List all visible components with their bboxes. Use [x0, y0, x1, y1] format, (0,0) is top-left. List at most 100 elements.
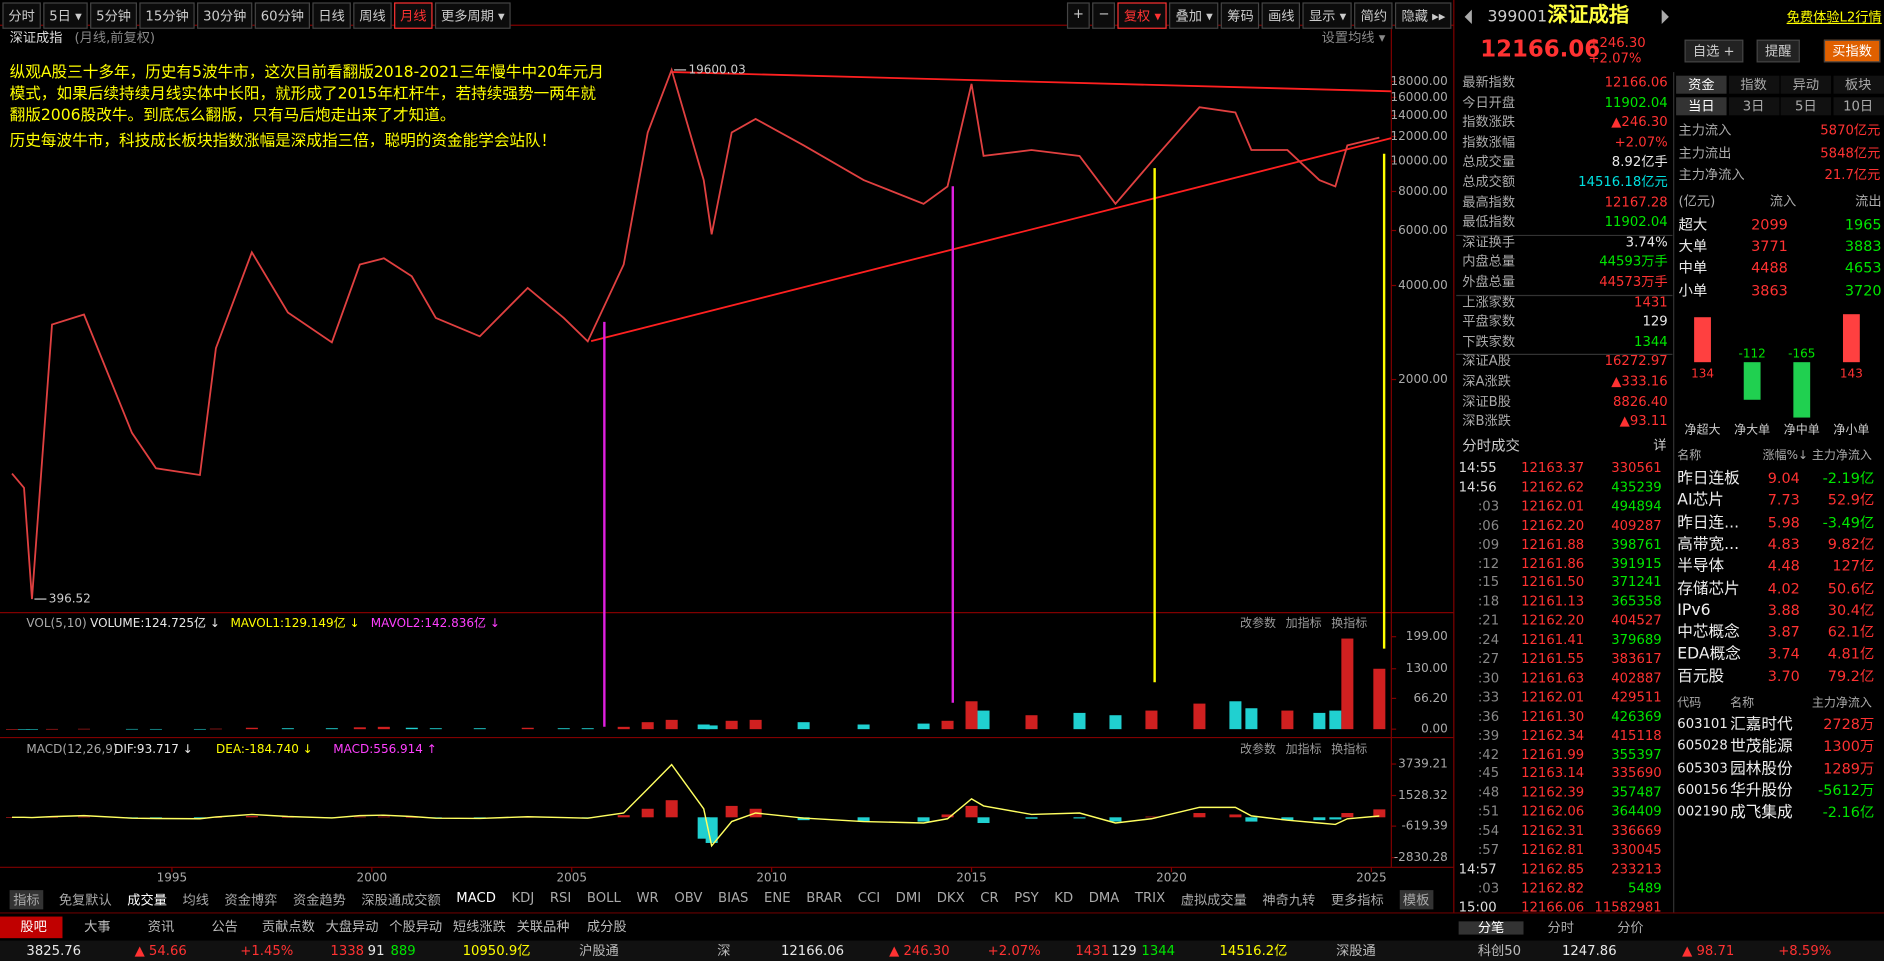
- l2-promo[interactable]: 免费体验L2行情: [1786, 9, 1882, 26]
- trade-volume: 336669: [1611, 822, 1662, 839]
- tool-button[interactable]: 叠加 ▾: [1169, 2, 1219, 29]
- trade-volume: 426369: [1611, 708, 1662, 724]
- indicator-tab[interactable]: ENE: [764, 890, 791, 906]
- period-button[interactable]: 30分钟: [197, 2, 253, 29]
- trade-volume: 494894: [1611, 498, 1662, 514]
- tool-button[interactable]: 隐藏 ▸▸: [1395, 2, 1452, 29]
- indicator-tab[interactable]: BIAS: [718, 890, 749, 906]
- side-tab[interactable]: 分价: [1617, 920, 1644, 936]
- period-button[interactable]: 60分钟: [254, 2, 311, 29]
- period-tab[interactable]: 5日: [1780, 97, 1832, 116]
- indicator-tab[interactable]: 更多指标: [1330, 892, 1384, 909]
- fund-tab[interactable]: 指数: [1728, 75, 1779, 94]
- fund-summary: 主力净流入 21.7亿元: [1678, 168, 1880, 181]
- ma-settings[interactable]: 设置均线 ▾: [1321, 30, 1386, 46]
- indicator-tab[interactable]: BOLL: [586, 890, 621, 906]
- side-tab[interactable]: 分时: [1547, 920, 1574, 936]
- volume-bar: [941, 720, 954, 730]
- macd-bar: [1109, 817, 1122, 822]
- tool-button[interactable]: 筹码: [1221, 2, 1260, 29]
- tool-button[interactable]: 画线: [1262, 2, 1301, 29]
- indicator-tab[interactable]: 指标: [9, 890, 44, 910]
- bottom-tab[interactable]: 短线涨跌: [452, 918, 506, 935]
- quote-button[interactable]: 自选 +: [1684, 39, 1744, 63]
- fund-tab[interactable]: 板块: [1832, 75, 1884, 94]
- indicator-tab[interactable]: KD: [1054, 890, 1074, 906]
- indicator-tab[interactable]: 成交量: [127, 892, 167, 909]
- period-button[interactable]: 更多周期 ▾: [434, 2, 511, 29]
- period-button[interactable]: 日线: [312, 2, 351, 29]
- indicator-tab[interactable]: BRAR: [806, 890, 843, 906]
- prev-arrow[interactable]: [1464, 9, 1472, 25]
- period-button[interactable]: 15分钟: [139, 2, 195, 29]
- sector-flow: -2.19亿: [1822, 469, 1875, 487]
- indicator-tab[interactable]: RSI: [549, 890, 572, 906]
- indicator-tab[interactable]: CCI: [857, 890, 881, 906]
- period-tab[interactable]: 10日: [1832, 97, 1884, 116]
- quote-button[interactable]: 提醒: [1756, 39, 1800, 63]
- trades-detail[interactable]: 详: [1653, 437, 1667, 453]
- indicator-tab[interactable]: PSY: [1014, 890, 1039, 906]
- macd-bar: [377, 816, 390, 818]
- indicator-tab[interactable]: KDJ: [511, 890, 535, 906]
- bottom-tab[interactable]: 贡献点数: [261, 918, 315, 935]
- indicator-tab[interactable]: DMA: [1088, 890, 1120, 906]
- period-button[interactable]: 月线: [394, 2, 433, 29]
- indicator-tab[interactable]: 深股通成交额: [361, 892, 441, 909]
- indicator-tab[interactable]: 均线: [182, 892, 209, 909]
- bottom-tab[interactable]: 大事: [84, 918, 111, 935]
- fund-tab[interactable]: 资金: [1676, 75, 1727, 94]
- stat-row: 最低指数 11902.04: [1462, 215, 1667, 228]
- indicator-tab[interactable]: MACD: [456, 890, 496, 906]
- bottom-tab[interactable]: 成分股: [586, 918, 627, 935]
- bottom-tab[interactable]: 大盘异动: [325, 918, 379, 935]
- bottom-tab[interactable]: 资讯: [147, 918, 175, 935]
- trade-time: :24: [1477, 631, 1500, 648]
- stat-row: 下跌家数 1344: [1462, 335, 1667, 348]
- sector-header: 涨幅%↓: [1762, 449, 1809, 463]
- bottom-tab[interactable]: 股吧: [20, 918, 47, 935]
- tool-button[interactable]: 显示 ▾: [1302, 2, 1353, 29]
- period-tab[interactable]: 当日: [1676, 97, 1727, 116]
- indicator-tab[interactable]: WR: [636, 890, 659, 906]
- indicator-tab[interactable]: 免复默认: [58, 892, 112, 909]
- bottom-tab[interactable]: 关联品种: [516, 918, 570, 935]
- indicator-tab[interactable]: 模板: [1399, 890, 1433, 910]
- indicator-tab[interactable]: 虚拟成交量: [1180, 892, 1247, 909]
- period-button[interactable]: 周线: [353, 2, 392, 29]
- side-tab[interactable]: 分笔: [1458, 921, 1524, 935]
- period-button[interactable]: 5日 ▾: [43, 2, 88, 29]
- indicator-tab[interactable]: 资金趋势: [292, 892, 346, 909]
- period-button[interactable]: 5分钟: [90, 2, 138, 29]
- macd-bar: [1281, 817, 1294, 821]
- status-item: 1338: [330, 942, 365, 959]
- tool-button[interactable]: −: [1092, 2, 1116, 29]
- volume-bar: [797, 722, 810, 730]
- indicator-tab[interactable]: 资金博弈: [224, 892, 278, 909]
- indicator-tab[interactable]: CR: [980, 890, 999, 906]
- trend-line: [590, 137, 1392, 343]
- y-tick-label: -619.39: [1401, 819, 1447, 833]
- tool-button[interactable]: +: [1066, 2, 1090, 29]
- volume-bar: [1329, 710, 1342, 730]
- indicator-tab[interactable]: DKX: [936, 890, 965, 906]
- tool-button[interactable]: 复权 ▾: [1117, 2, 1168, 29]
- quote-button[interactable]: 买指数: [1823, 39, 1881, 63]
- x-tick-label: 1995: [157, 871, 188, 885]
- stock-flow: -5612万: [1818, 781, 1875, 799]
- indicator-tab[interactable]: TRIX: [1134, 890, 1166, 906]
- sector-name: IPv6: [1677, 601, 1711, 620]
- indicator-tab[interactable]: 神奇九转: [1262, 892, 1316, 909]
- tool-button[interactable]: 简约: [1354, 2, 1394, 29]
- bottom-tab[interactable]: 公告: [211, 918, 238, 935]
- period-button[interactable]: 分时: [2, 2, 41, 29]
- trade-time: :45: [1477, 765, 1500, 782]
- stat-label: 深证换手: [1462, 233, 1516, 250]
- indicator-tab[interactable]: OBV: [674, 890, 703, 906]
- bottom-tab[interactable]: 个股异动: [389, 918, 443, 935]
- fund-tab[interactable]: 异动: [1780, 75, 1832, 94]
- next-arrow[interactable]: [1661, 9, 1669, 25]
- period-tab[interactable]: 3日: [1728, 97, 1779, 116]
- trade-price: 12161.50: [1521, 574, 1585, 591]
- indicator-tab[interactable]: DMI: [895, 890, 922, 906]
